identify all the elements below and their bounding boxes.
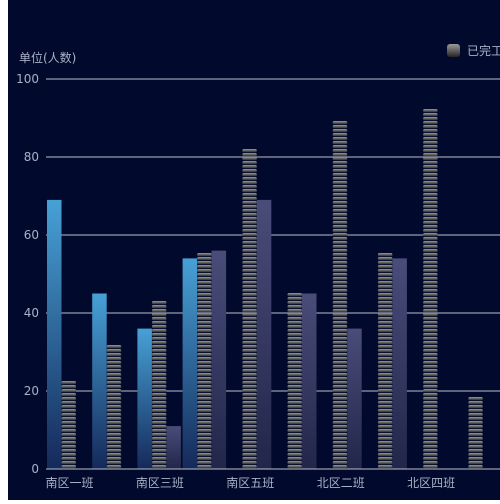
x-tick-label: 北区二班 (317, 476, 365, 490)
y-tick-label: 20 (24, 384, 39, 398)
y-tick-label: 60 (24, 228, 39, 242)
bar-completed[interactable] (61, 381, 77, 469)
x-tick-label: 南区三班 (136, 475, 184, 490)
bar-blue[interactable] (92, 293, 107, 470)
bar-completed[interactable] (468, 397, 483, 469)
bar-completed[interactable] (151, 301, 167, 469)
bar-purple[interactable] (166, 426, 181, 469)
bars (47, 109, 483, 469)
legend-swatch-completed (447, 44, 460, 57)
bar-completed[interactable] (197, 253, 212, 469)
bar-purple[interactable] (392, 258, 407, 469)
y-tick-label: 40 (24, 306, 39, 320)
bar-purple[interactable] (302, 293, 317, 470)
bar-completed[interactable] (332, 121, 348, 469)
legend-label-completed: 已完工 (467, 43, 500, 58)
bar-blue[interactable] (182, 258, 198, 469)
x-tick-label: 南区五班 (226, 475, 274, 490)
y-tick-label: 100 (16, 72, 39, 86)
bar-blue[interactable] (137, 328, 152, 469)
y-tick-label: 0 (31, 462, 39, 476)
chart-panel: 0 20 40 60 80 100 南区一班 南区三班 南区五班 北区二班 北区四班 单位(人数) … (8, 0, 500, 500)
bar-completed[interactable] (106, 345, 122, 469)
bar-completed[interactable] (242, 149, 257, 469)
bar-completed[interactable] (287, 293, 303, 469)
bar-completed[interactable] (423, 109, 438, 469)
bar-purple[interactable] (347, 328, 362, 469)
x-tick-label: 北区四班 (407, 476, 455, 490)
y-axis-label: 单位(人数) (19, 50, 76, 65)
bar-purple[interactable] (211, 250, 227, 469)
axes: 0 20 40 60 80 100 南区一班 南区三班 南区五班 北区二班 北区四班 (16, 72, 500, 490)
bar-blue[interactable] (47, 199, 62, 469)
x-tick-label: 南区一班 (46, 475, 94, 490)
bar-purple[interactable] (256, 199, 272, 469)
legend[interactable]: 已完工 (447, 43, 500, 58)
y-tick-label: 80 (24, 150, 39, 164)
bar-completed[interactable] (377, 253, 393, 469)
